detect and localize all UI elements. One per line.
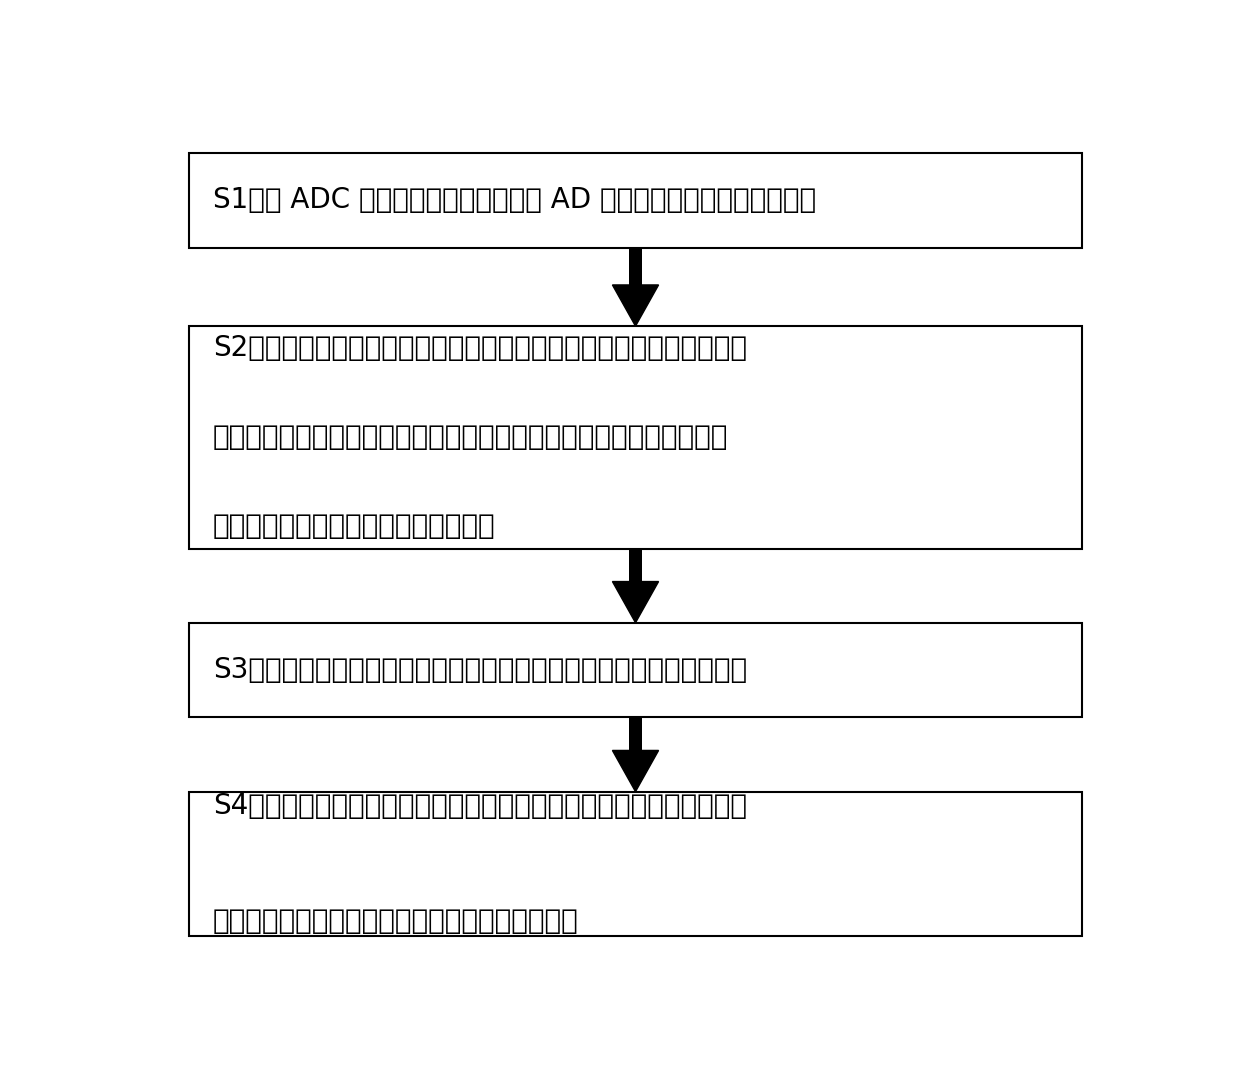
Polygon shape [613, 285, 658, 326]
Text: 率进行匹配，匹配一致则为相应干扰源: 率进行匹配，匹配一致则为相应干扰源 [213, 513, 495, 540]
Text: 频域值较大，且稳定出现的频点，与潜在干扰源的主频率和谐波倍频频: 频域值较大，且稳定出现的频点，与潜在干扰源的主频率和谐波倍频频 [213, 424, 728, 452]
Bar [188, 792, 1083, 936]
Bar [188, 153, 1083, 248]
Bar [188, 623, 1083, 718]
Text: 在同时临近两个位置的走线为潜在的干扰耦合路径: 在同时临近两个位置的走线为潜在的干扰耦合路径 [213, 907, 578, 935]
Bar [629, 718, 642, 750]
Text: S1：在 ADC 电路板上电运行后，提取 AD 芯片模拟输入引脚的噪声波形: S1：在 ADC 电路板上电运行后，提取 AD 芯片模拟输入引脚的噪声波形 [213, 186, 816, 214]
Polygon shape [613, 750, 658, 792]
Bar [629, 248, 642, 285]
Bar [188, 326, 1083, 549]
Text: S3：沿模拟接收线路检测噪声频率点的强度，记录干扰强度最大的位置: S3：沿模拟接收线路检测噪声频率点的强度，记录干扰强度最大的位置 [213, 656, 746, 684]
Polygon shape [613, 581, 658, 623]
Bar [629, 549, 642, 581]
Text: S2：对噪声波形的数据进行傅立叶变换，提取噪声的频域特征，筛选出: S2：对噪声波形的数据进行傅立叶变换，提取噪声的频域特征，筛选出 [213, 335, 746, 363]
Text: S4：根据模拟接收线路上的干扰最强的位置和干扰源线路所在位置，存: S4：根据模拟接收线路上的干扰最强的位置和干扰源线路所在位置，存 [213, 792, 746, 820]
